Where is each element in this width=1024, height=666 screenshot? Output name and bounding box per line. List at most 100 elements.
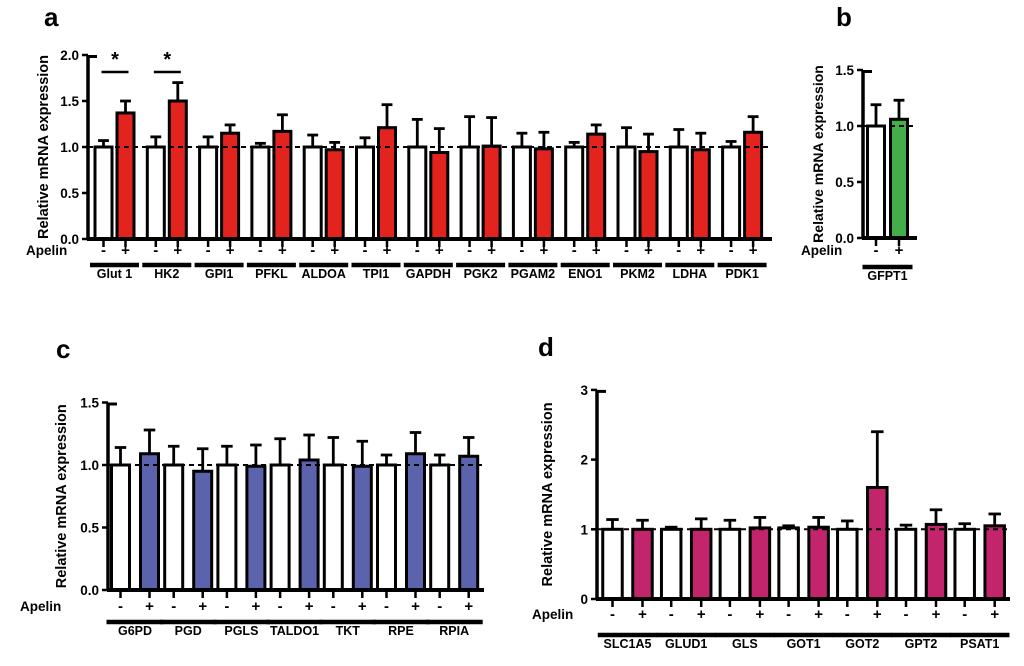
condition-label: + (756, 606, 765, 623)
condition-label: + (990, 606, 999, 623)
bar (216, 463, 238, 592)
bar (298, 458, 320, 592)
y-axis-title: Relative mRNA expression (540, 402, 556, 586)
condition-label: + (814, 606, 823, 623)
bar (245, 464, 267, 592)
bar (139, 452, 160, 592)
bar (377, 126, 397, 241)
panel-b-bar-chart: 0.0 0.5 1.0 1.5 Relative mRNA expression - + GF… (801, 63, 917, 283)
gene-label: GOT2 (845, 637, 879, 651)
bar (407, 145, 428, 241)
apelin-row-label: Apelin (20, 599, 61, 614)
bar (458, 454, 480, 592)
condition-label: + (932, 606, 941, 623)
y-tick-label: 1.5 (60, 94, 79, 109)
gene-label: PGAM2 (511, 267, 556, 281)
panel-label-b: b (836, 2, 852, 32)
condition-label: + (435, 242, 444, 259)
condition-label: - (727, 606, 732, 623)
condition-label: - (310, 242, 315, 259)
bar (889, 117, 909, 240)
y-tick-label: 0.0 (60, 232, 79, 247)
condition-label: + (487, 242, 496, 259)
condition-label: + (278, 242, 287, 259)
bar (351, 464, 373, 592)
bar (481, 144, 502, 241)
y-axis-title: Relative mRNA expression (810, 65, 826, 243)
y-tick-label: 0.5 (80, 521, 99, 536)
condition-label: - (676, 242, 681, 259)
condition-label: - (437, 598, 442, 615)
gene-label: TPI1 (363, 267, 389, 281)
gene-label: GPT2 (905, 637, 938, 651)
bar (668, 145, 689, 241)
condition-label: + (540, 242, 549, 259)
bar (836, 527, 859, 601)
condition-label: - (729, 242, 734, 259)
bar (459, 145, 480, 241)
condition-label: - (624, 242, 629, 259)
bar (192, 469, 214, 592)
gene-label: LDHA (672, 267, 707, 281)
condition-label: + (411, 598, 420, 615)
condition-label: - (278, 598, 283, 615)
gene-label: TALDO1 (270, 624, 319, 638)
condition-label: + (873, 606, 882, 623)
condition-label: - (171, 598, 176, 615)
gene-label: G6PD (118, 624, 152, 638)
gene-label: GLS (732, 637, 758, 651)
bar (866, 124, 886, 240)
condition-label: - (669, 606, 674, 623)
y-axis-title: Relative mRNA expression (54, 404, 70, 588)
bar (924, 522, 948, 601)
condition-label: - (904, 606, 909, 623)
bar (198, 145, 219, 241)
bar (145, 145, 166, 241)
bar (894, 527, 918, 601)
bar (807, 525, 830, 601)
gene-label: SLC1A5 (604, 637, 652, 651)
y-tick-label: 1.5 (80, 396, 99, 411)
bar (429, 463, 451, 592)
condition-label: - (519, 242, 524, 259)
condition-label: + (638, 606, 647, 623)
panel-label-a: a (44, 2, 59, 32)
bar (721, 145, 742, 241)
gene-label: PKM2 (620, 267, 655, 281)
condition-label: + (697, 606, 706, 623)
apelin-row-label: Apelin (26, 243, 67, 258)
bar (405, 452, 426, 592)
gene-label: GAPDH (406, 267, 451, 281)
apelin-row-label: Apelin (801, 243, 842, 258)
gene-label: GOT1 (787, 637, 821, 651)
condition-label: + (226, 242, 235, 259)
bar (586, 132, 607, 241)
condition-label: - (153, 242, 158, 259)
condition-label: - (845, 606, 850, 623)
y-tick-label: 0.5 (60, 186, 79, 201)
bar (115, 111, 136, 241)
gene-label: HK2 (154, 267, 179, 281)
panel-label-d: d (538, 332, 554, 362)
y-tick-label: 1.0 (835, 119, 854, 134)
bar (269, 463, 291, 592)
bar (429, 151, 450, 241)
condition-label: + (198, 598, 207, 615)
condition-label: - (415, 242, 420, 259)
gene-label: PGD (175, 624, 202, 638)
bar (616, 145, 637, 241)
bar (748, 526, 772, 601)
bar (533, 147, 554, 241)
y-tick-label: 0.0 (80, 583, 99, 598)
bar (250, 145, 271, 241)
bar (638, 150, 659, 241)
condition-label: + (749, 242, 758, 259)
condition-label: + (330, 242, 339, 259)
y-tick-label: 2.0 (60, 48, 79, 63)
gene-label: ALDOA (301, 267, 345, 281)
bar (110, 463, 131, 592)
gene-label: PSAT1 (960, 637, 999, 651)
panel-label-c: c (56, 334, 71, 364)
